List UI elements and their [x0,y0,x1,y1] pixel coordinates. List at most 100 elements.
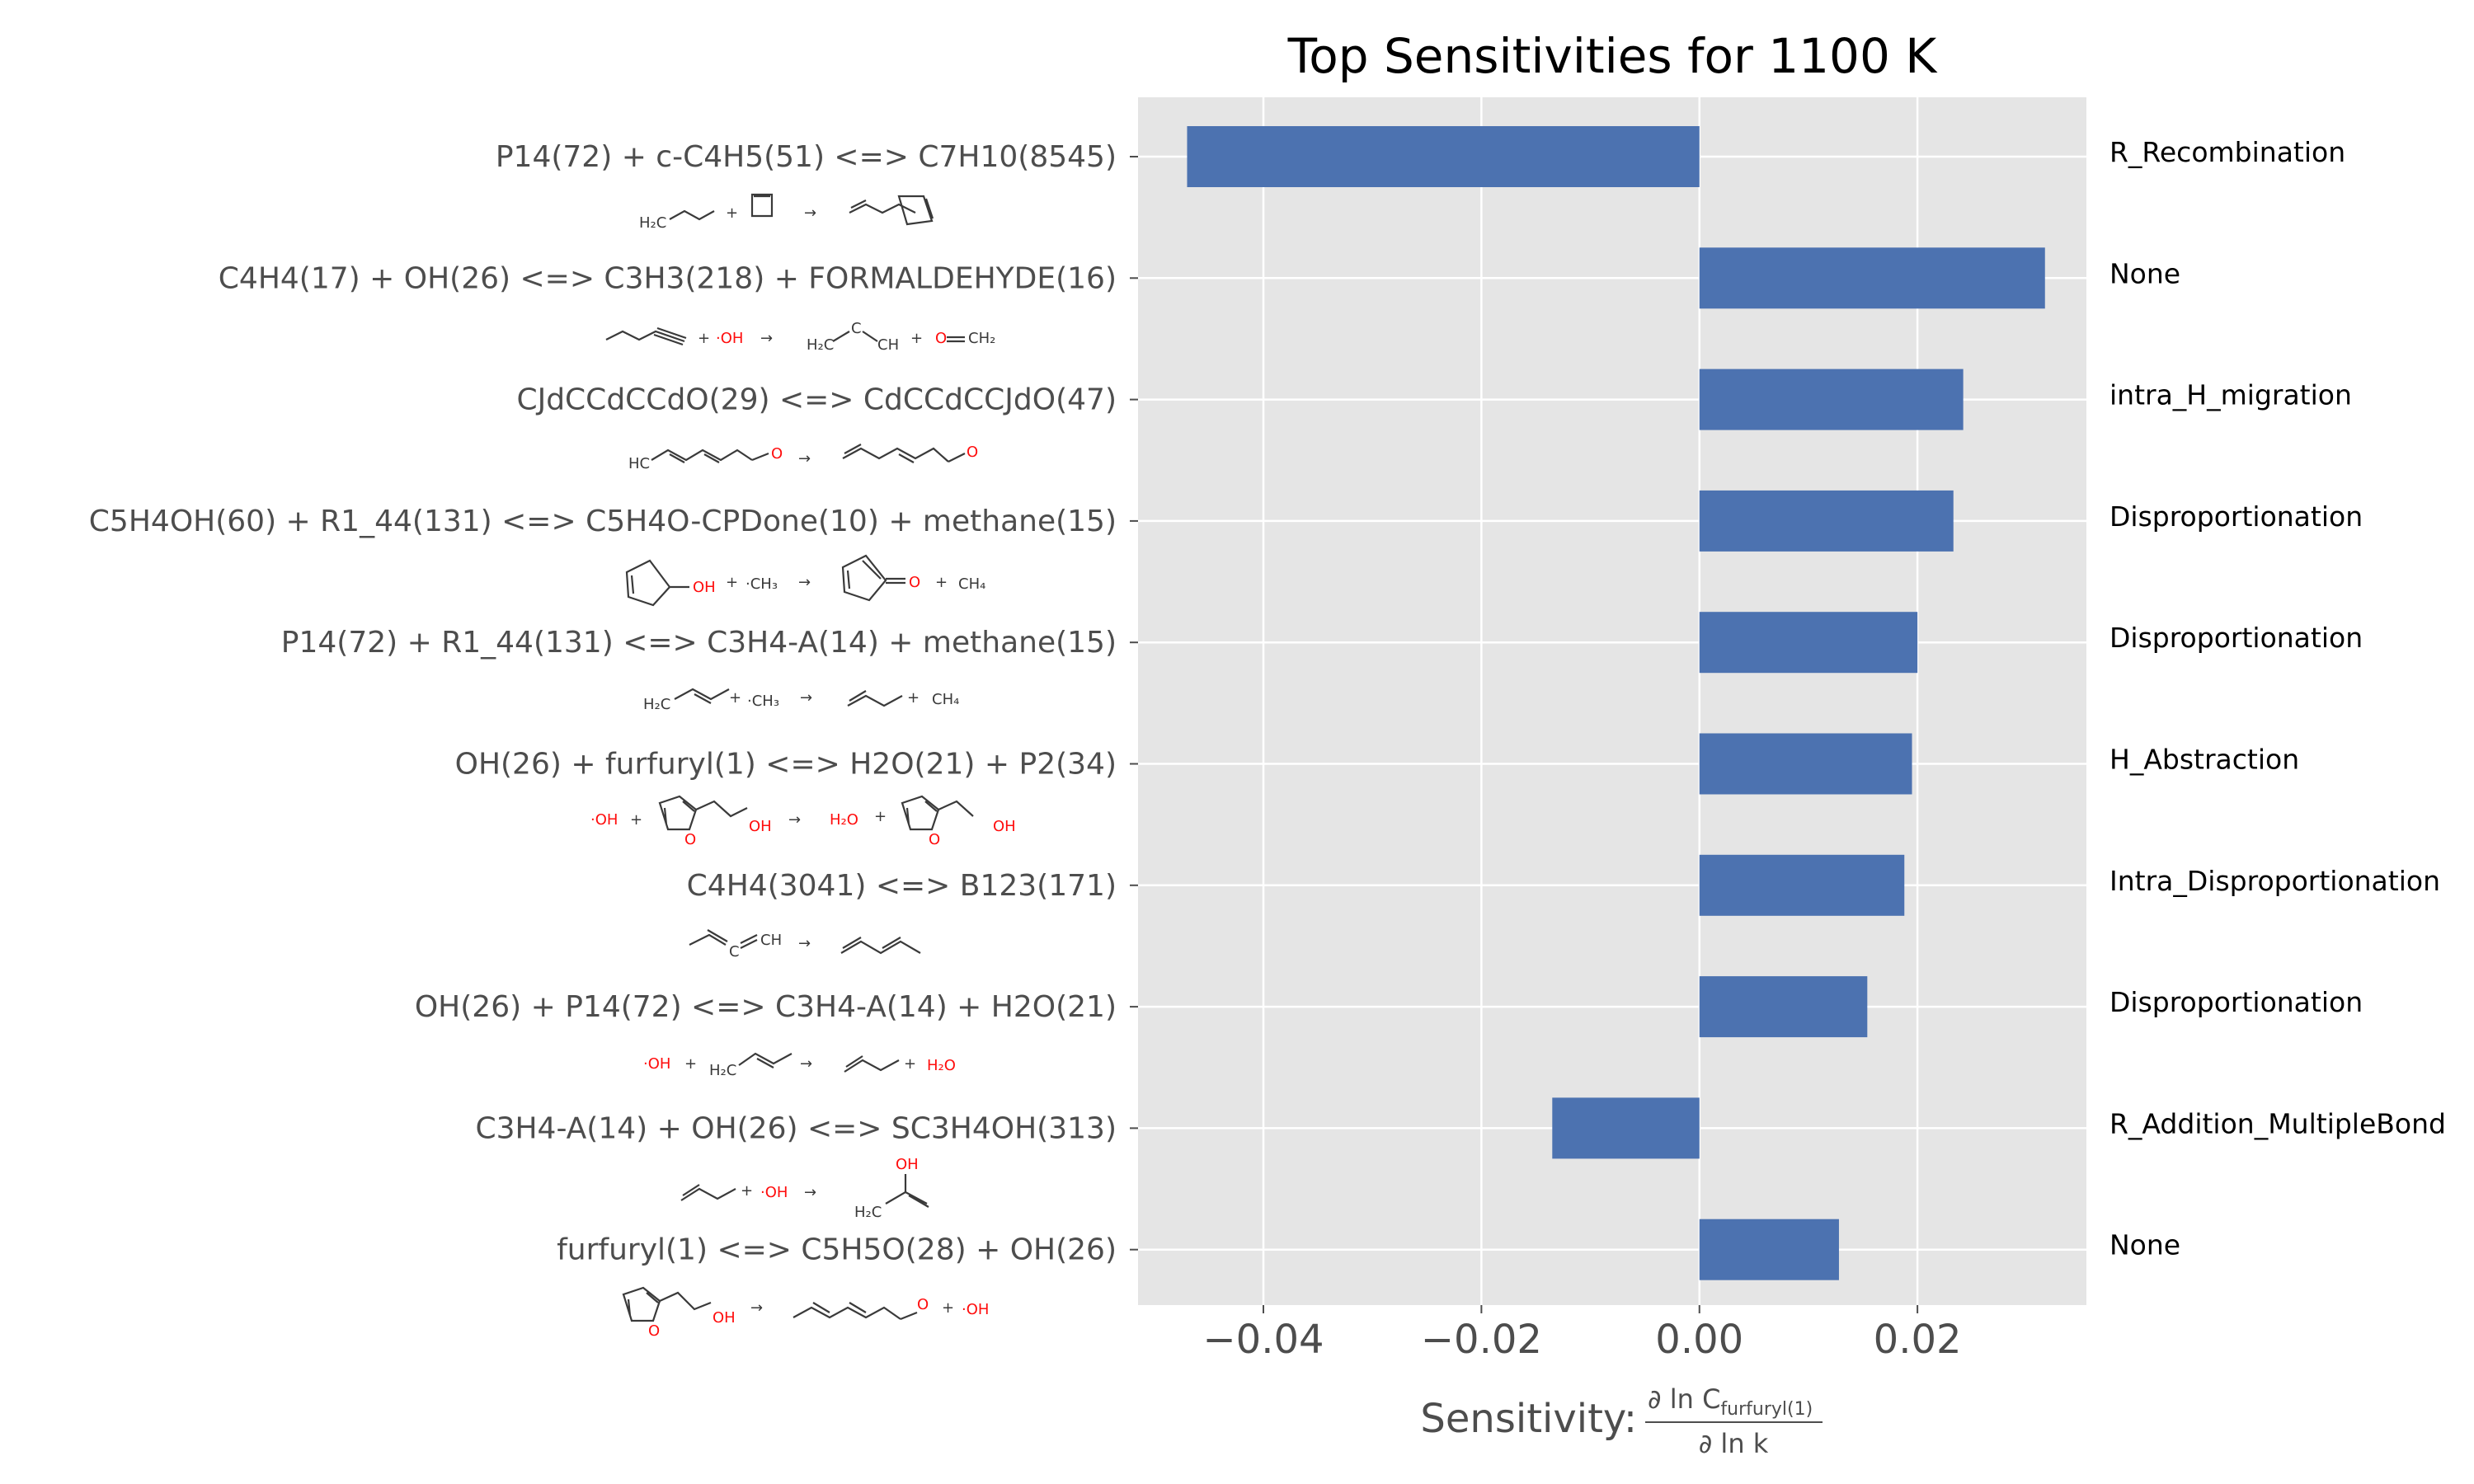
reaction-label: C3H4-A(14) + OH(26) <=> SC3H4OH(313) [475,1111,1117,1145]
family-label: Disproportionation [2109,622,2363,654]
structure-r2-text-a: HC [628,455,650,472]
family-label: R_Recombination [2109,136,2345,168]
structure-r9-text-a: O [648,1322,660,1340]
structure-r5-text-a: ·OH [590,811,618,829]
structure-r1-text-i: CH₂ [968,330,995,347]
structure-r5-text-i: OH [993,818,1016,835]
family-label: Disproportionation [2109,986,2363,1018]
structure-r4: H₂C + ·CH₃ → + CH₄ [643,688,959,713]
family-labels: R_Recombination None intra_H_migration Disp… [2109,136,2446,1261]
x-tick-label: −0.02 [1421,1317,1542,1363]
structure-r8-text-a: + [741,1182,753,1200]
x-axis-label-numerator: ∂ ln Cfurfuryl(1) [1648,1383,1813,1420]
family-label: None [2109,1229,2180,1261]
structure-r2-text-b: O [771,445,783,463]
structure-r7: ·OH + H₂C → + H₂O [643,1052,956,1079]
structure-r3-text-e: O [909,574,920,591]
structure-r1-text-a: + [698,330,710,347]
structure-r7-text-c: H₂C [709,1062,736,1079]
structure-r4-text-b: + [729,689,741,707]
structure-r1-text-b: ·OH [716,330,743,347]
structure-r7-text-e: + [904,1055,916,1073]
structure-r7-text-d: → [800,1055,812,1073]
structure-r0-text-a: H₂C [639,214,666,232]
structure-r1-text-d: H₂C [807,336,834,354]
x-tick-label: 0.02 [1874,1317,1962,1363]
family-label: Intra_Disproportionation [2109,865,2440,897]
structure-r5-text-g: + [874,808,887,825]
structure-r3-text-f: + [935,574,948,591]
reaction-label: P14(72) + c-C4H5(51) <=> C7H10(8545) [496,140,1117,174]
x-axis-label-denominator: ∂ ln k [1699,1428,1769,1459]
reaction-labels: P14(72) + c-C4H5(51) <=> C7H10(8545) C4H4… [89,140,1138,1267]
bars [1187,126,2045,1280]
structure-r0-text-c: → [804,204,816,222]
structure-r5-text-d: OH [749,818,772,835]
structure-r6-text-a: C [729,943,740,960]
structure-r8-text-c: → [804,1184,816,1201]
structure-r6-text-b: CH [760,932,782,949]
structure-r8-text-e: H₂C [854,1204,882,1221]
structure-r3-text-c: ·CH₃ [745,575,778,593]
family-label: None [2109,257,2180,289]
bar [1699,733,1912,795]
reaction-label: C4H4(17) + OH(26) <=> C3H3(218) + FORMAL… [219,261,1117,295]
structure-r6-text-c: → [798,935,811,952]
structure-r5-text-f: H₂O [830,811,858,829]
structure-r7-text-b: + [684,1055,697,1073]
structure-r3-text-a: OH [693,579,716,596]
structure-r9-text-d: O [917,1296,929,1313]
reaction-label: OH(26) + furfuryl(1) <=> H2O(21) + P2(34… [455,748,1117,782]
family-label: H_Abstraction [2109,744,2299,776]
structure-r5-text-h: O [929,831,940,848]
structure-r1-text-h: O [935,330,947,347]
bar [1552,1097,1700,1159]
x-tick-label: 0.00 [1655,1317,1743,1363]
bar [1699,854,1905,916]
structure-r2-text-d: O [967,444,978,461]
structure-r5-text-b: + [630,811,642,829]
family-label: intra_H_migration [2109,379,2352,411]
structure-r1-text-g: + [910,330,923,347]
structure-r5-text-e: → [788,811,801,829]
reaction-label: CJdCCdCCdO(29) <=> CdCCdCCJdO(47) [516,383,1117,417]
structure-r0-text-b: + [726,204,738,222]
structure-r5-text-c: O [684,831,696,848]
bar [1187,126,1700,187]
structure-r2-text-c: → [798,450,811,467]
structure-r6: C CH → [689,929,921,960]
structure-r9-text-e: + [942,1299,954,1317]
structure-r2: HC O → O [628,444,978,472]
x-axis-label: Sensitivity: ∂ ln Cfurfuryl(1) ∂ ln k [1420,1383,1823,1459]
structure-r9-text-c: → [750,1299,763,1317]
structure-r9-text-f: ·OH [962,1301,989,1318]
structure-r5: ·OH + O OH → H₂O + O OH [590,795,1016,848]
structure-r8-text-b: ·OH [760,1184,788,1201]
reaction-label: furfuryl(1) <=> C5H5O(28) + OH(26) [557,1233,1117,1267]
structure-r0: H₂C + → [639,193,934,232]
structure-r4-text-c: ·CH₃ [747,693,779,710]
structure-r1: + ·OH → H₂C C CH + O CH₂ [605,320,995,354]
reaction-structures: H₂C + → + ·OH → H₂C C CH + O CH₂ HC [590,193,1016,1340]
structure-r9: O OH → O + ·OH [622,1286,989,1340]
structure-r3-text-d: → [798,574,811,591]
structure-r9-text-b: OH [713,1309,736,1327]
reaction-label: P14(72) + R1_44(131) <=> C3H4-A(14) + me… [281,626,1117,660]
reaction-label: C4H4(3041) <=> B123(171) [687,869,1117,903]
x-axis-ticks: −0.04 −0.02 0.00 0.02 [1202,1305,1962,1363]
family-label: Disproportionation [2109,500,2363,533]
structure-r8-text-d: OH [896,1156,919,1173]
structure-r3-text-b: + [726,574,738,591]
reaction-label: OH(26) + P14(72) <=> C3H4-A(14) + H2O(21… [415,990,1117,1024]
reaction-label: C5H4OH(60) + R1_44(131) <=> C5H4O-CPDone… [89,505,1117,538]
structure-r4-text-d: → [800,689,812,707]
structure-r7-text-f: H₂O [927,1057,956,1074]
structure-r7-text-a: ·OH [643,1055,670,1073]
x-axis-label-prefix: Sensitivity: [1420,1396,1637,1442]
structure-r3-text-g: CH₄ [958,575,985,593]
structure-r1-text-f: CH [877,336,899,354]
structure-r4-text-a: H₂C [643,696,670,713]
structure-r8: + ·OH → OH H₂C [680,1156,929,1221]
structure-r3: OH + ·CH₃ → O + CH₄ [625,554,985,607]
